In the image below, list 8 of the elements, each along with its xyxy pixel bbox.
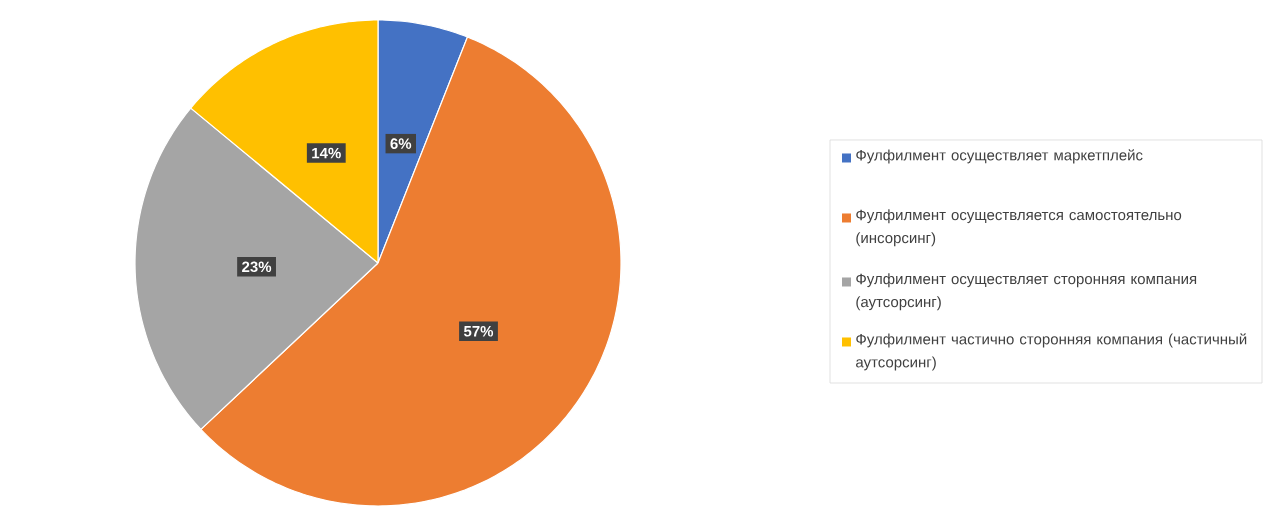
data-label: 23%: [242, 261, 272, 273]
data-label: 14%: [312, 147, 341, 159]
legend-label: Фулфилмент осуществляется самостоятельно (инсорсинг): [856, 209, 1182, 247]
legend-label: Фулфилмент осуществляет сторонняя компания (аутсорсинг): [856, 273, 1197, 311]
data-label: 57%: [463, 325, 494, 337]
legend-label: Фулфилмент осуществляет маркетплейс: [856, 149, 1143, 164]
legend-label: Фулфилмент частично сторонняя компания (частичный аутсорсинг): [856, 333, 1247, 371]
data-label: 6%: [390, 138, 412, 149]
